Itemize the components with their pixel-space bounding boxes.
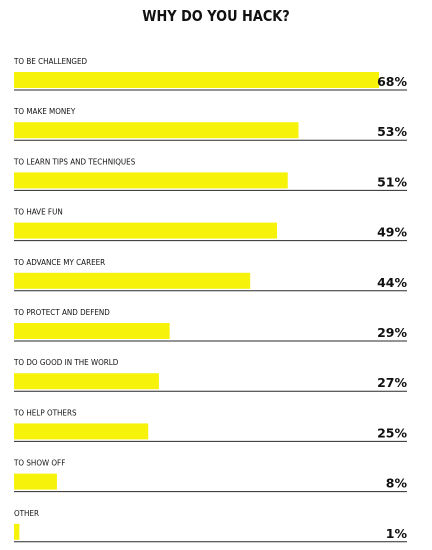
bar-other (14, 523, 20, 540)
value-label-to-do-good-in-the-world: 27% (377, 375, 407, 390)
bar-to-show-off (14, 473, 57, 490)
value-label-to-be-challenged: 68% (377, 74, 407, 89)
bar-to-be-challenged (14, 72, 379, 88)
bar-to-advance-my-career (14, 272, 251, 289)
category-label-other: OTHER (14, 509, 39, 518)
category-label-to-show-off: TO SHOW OFF (13, 459, 65, 468)
bar-to-make-money (14, 122, 299, 139)
value-label-to-show-off: 8% (386, 476, 408, 491)
category-label-to-protect-and-defend: TO PROTECT AND DEFEND (13, 308, 110, 317)
value-label-to-help-others: 25% (377, 425, 407, 440)
category-label-to-help-others: TO HELP OTHERS (13, 408, 77, 417)
category-label-to-learn-tips-and-techniques: TO LEARN TIPS AND TECHNIQUES (13, 157, 136, 166)
value-label-to-have-fun: 49% (377, 225, 407, 240)
value-label-to-learn-tips-and-techniques: 51% (377, 174, 407, 189)
category-label-to-make-money: TO MAKE MONEY (13, 107, 76, 116)
bar-to-do-good-in-the-world (14, 373, 159, 390)
bar-to-help-others (14, 423, 149, 440)
value-label-to-make-money: 53% (377, 124, 407, 139)
value-label-to-advance-my-career: 44% (377, 275, 407, 290)
chart-title: WHY DO YOU HACK? (142, 7, 290, 25)
value-label-to-protect-and-defend: 29% (377, 325, 407, 340)
category-label-to-do-good-in-the-world: TO DO GOOD IN THE WORLD (13, 358, 119, 367)
bar-to-learn-tips-and-techniques (14, 172, 288, 189)
category-label-to-advance-my-career: TO ADVANCE MY CAREER (13, 258, 105, 267)
bar-to-protect-and-defend (14, 323, 170, 339)
value-label-other: 1% (386, 526, 408, 541)
bar-to-have-fun (14, 222, 278, 239)
category-label-to-be-challenged: TO BE CHALLENGED (13, 57, 88, 66)
category-label-to-have-fun: TO HAVE FUN (13, 208, 63, 217)
